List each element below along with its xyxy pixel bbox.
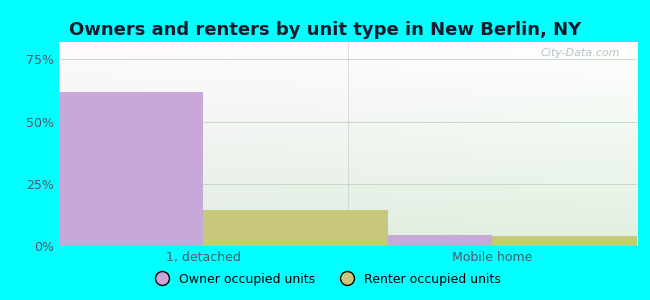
Bar (493, 236, 650, 246)
Legend: Owner occupied units, Renter occupied units: Owner occupied units, Renter occupied un… (144, 268, 506, 291)
Bar (307, 235, 493, 246)
Text: Owners and renters by unit type in New Berlin, NY: Owners and renters by unit type in New B… (69, 21, 581, 39)
Text: City-Data.com: City-Data.com (540, 48, 619, 58)
Bar (203, 210, 388, 246)
Bar (18, 92, 203, 246)
